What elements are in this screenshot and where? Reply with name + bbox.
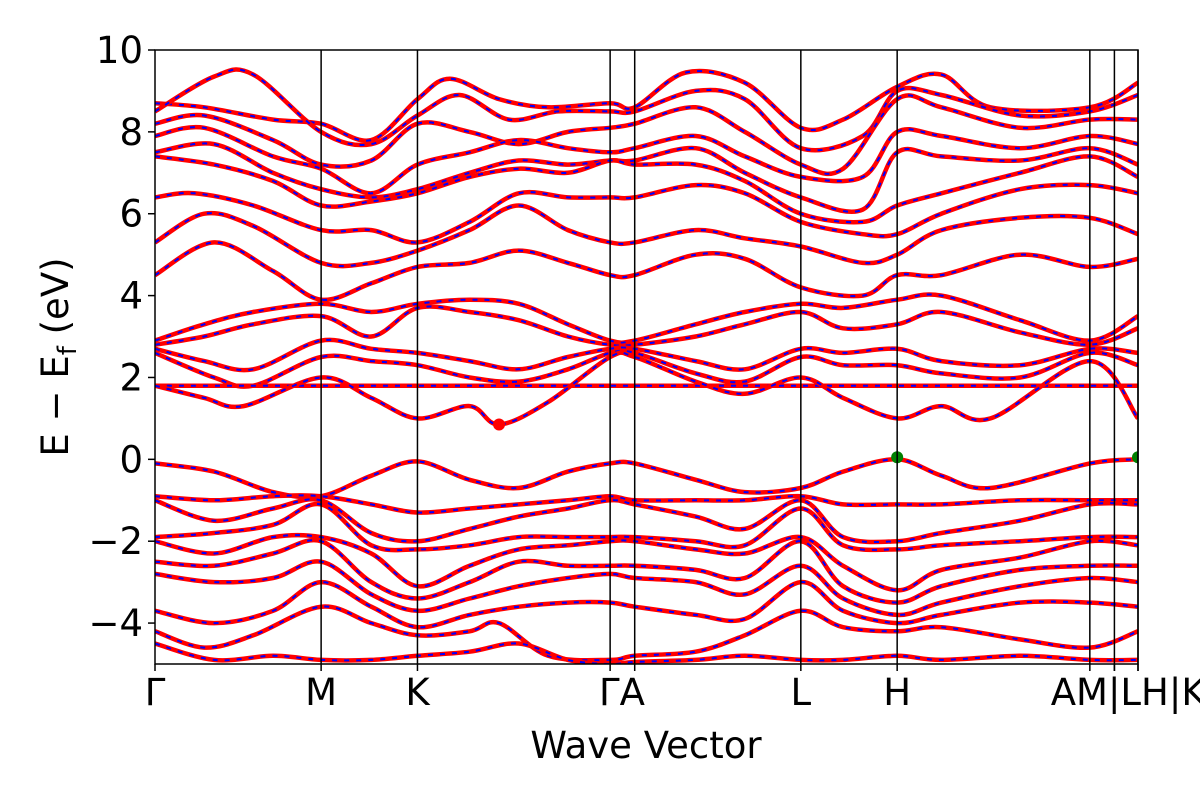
band-7-spin-down	[155, 204, 1138, 268]
y-axis-title-suffix: (eV)	[34, 257, 77, 346]
y-axis-ticks: −4 −2 0 2 4 6 8 10	[88, 29, 155, 645]
x-tick-label-0: Γ	[145, 671, 166, 714]
y-tick-label-2: 0	[119, 438, 143, 481]
band-21-spin-down	[155, 560, 1138, 616]
band-11-spin-down	[155, 338, 1138, 372]
band-18-spin-down	[155, 503, 1138, 552]
plot-frame	[154, 49, 1139, 665]
y-tick-label-7: 10	[96, 29, 143, 72]
y-axis-title-subscript: f	[53, 345, 83, 355]
band-6-spin-up	[155, 182, 1138, 245]
band-17-spin-down	[155, 498, 1138, 544]
y-tick-label-6: 8	[119, 111, 143, 154]
band-2-spin-down	[155, 94, 1138, 175]
y-tick-label-4: 4	[119, 275, 143, 318]
y-tick-label-5: 6	[119, 193, 143, 236]
band-16-spin-down	[155, 494, 1138, 514]
y-axis-title-prefix: E − E	[34, 355, 77, 456]
band-14-spin-down	[155, 351, 1138, 426]
band-5-spin-down	[155, 155, 1138, 224]
x-axis-k-labels: Γ M K ΓA L H AM|LH|K	[145, 664, 1200, 714]
y-axis-title: E − Ef (eV)	[34, 257, 83, 456]
x-tick-label-4: L	[791, 671, 812, 714]
band-8-spin-down	[155, 241, 1138, 301]
band-20-spin-down	[155, 539, 1138, 604]
band-15-spin-down	[155, 458, 1138, 499]
cbm-marker-0	[493, 418, 506, 431]
x-tick-label-5: H	[883, 671, 911, 714]
band-10-spin-down	[155, 305, 1138, 347]
vbm-marker-2	[1132, 451, 1138, 464]
band-23-spin-up	[155, 604, 1138, 663]
band-19-spin-down	[155, 534, 1138, 592]
x-tick-label-6: AM|LH|K	[1051, 671, 1200, 714]
band-12-spin-down	[155, 349, 1138, 388]
band-24-spin-down	[155, 642, 1138, 664]
band-3-spin-down	[155, 126, 1138, 195]
y-tick-label-0: −4	[88, 602, 143, 645]
y-tick-label-1: −2	[88, 520, 143, 563]
band-4-spin-down	[155, 142, 1138, 213]
y-tick-label-3: 2	[119, 356, 143, 399]
x-tick-label-1: M	[305, 671, 337, 714]
x-axis-title: Wave Vector	[530, 724, 762, 767]
band-22-spin-down	[155, 581, 1138, 629]
band-0-spin-down	[155, 70, 1138, 142]
x-tick-label-3: ΓA	[599, 671, 645, 714]
band-9-spin-down	[155, 293, 1138, 344]
x-tick-label-2: K	[405, 671, 431, 714]
